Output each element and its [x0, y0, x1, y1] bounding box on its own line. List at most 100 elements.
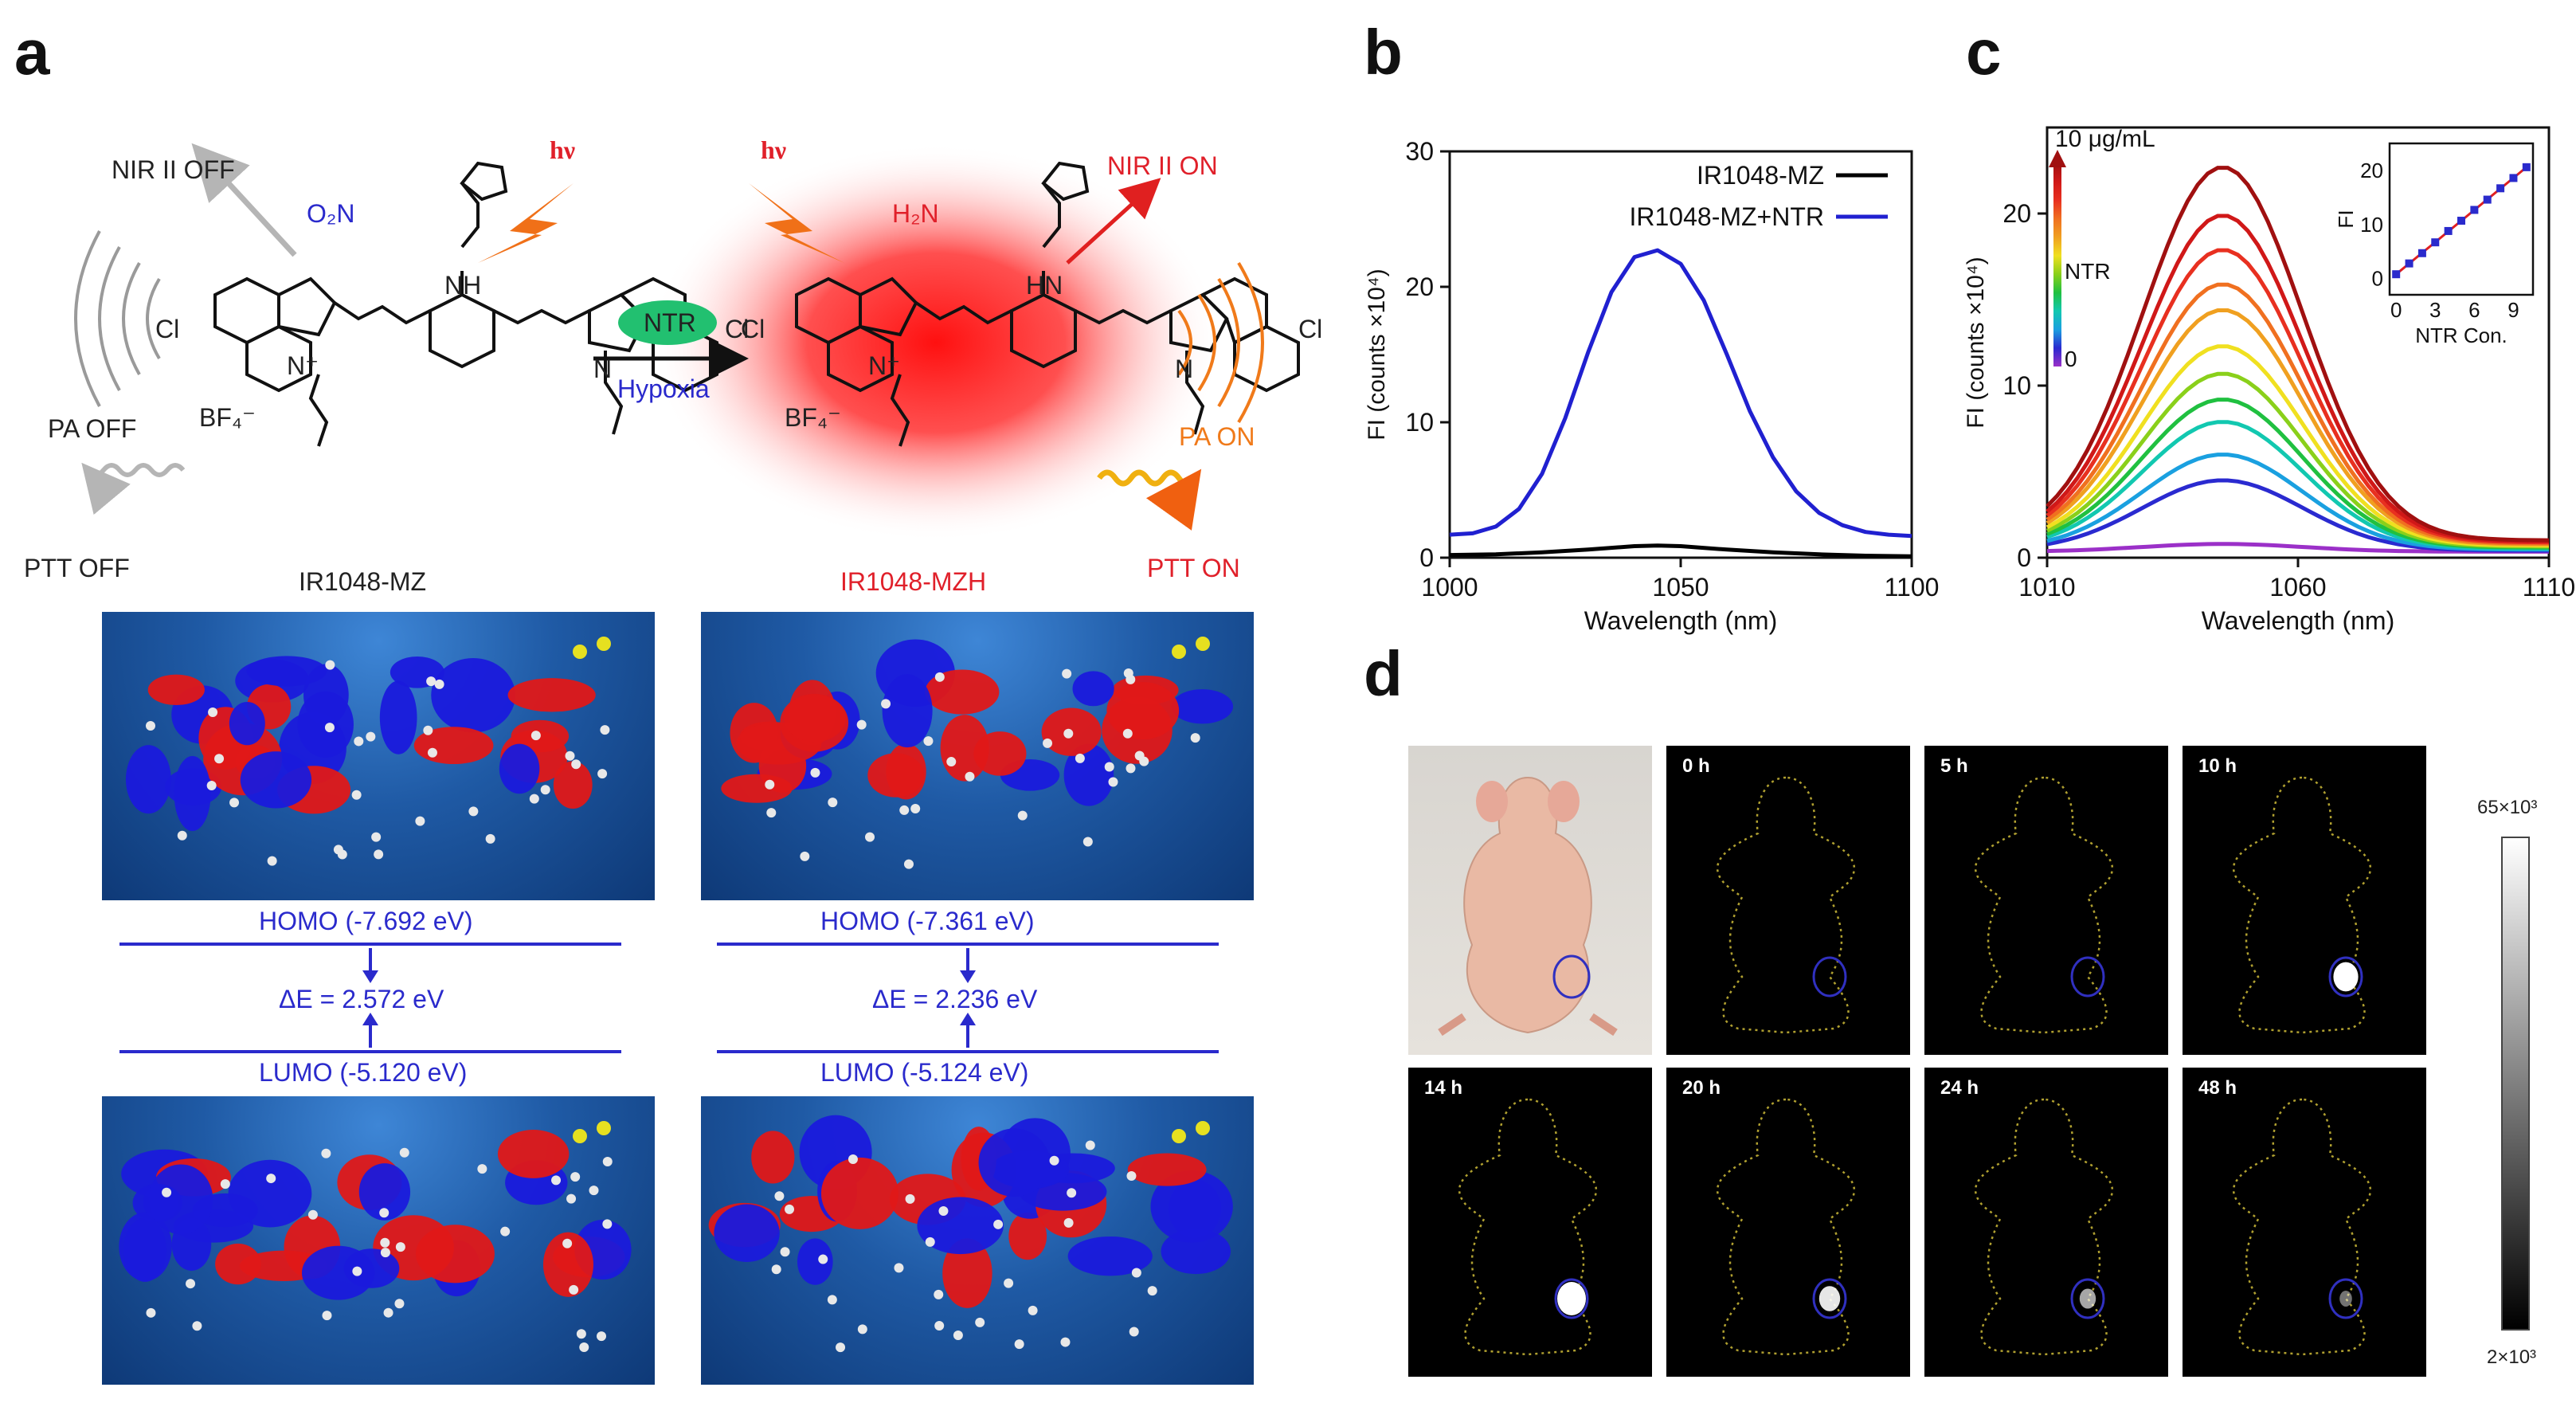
gradient-bottom-label: 0 — [2065, 347, 2077, 371]
energy-diagram — [119, 943, 1219, 1053]
atom — [1085, 1140, 1095, 1150]
atom — [379, 1208, 390, 1218]
imaging-frame-1: 5 h — [1924, 746, 2168, 1055]
orbital-lobe — [882, 674, 933, 748]
nir-off-arrow — [191, 143, 297, 257]
homo-right-label: HOMO (-7.361 eV) — [820, 907, 1035, 935]
orbital-lobe — [215, 1243, 261, 1285]
atom — [177, 830, 187, 841]
atom — [307, 1209, 318, 1220]
gradient-mid-label: NTR — [2065, 259, 2111, 284]
atom — [766, 808, 777, 818]
tumor-roi — [1554, 1278, 1589, 1319]
orbital-lobe — [721, 774, 793, 803]
inset-point — [2457, 217, 2465, 225]
atom — [1196, 637, 1210, 651]
atom — [1004, 1278, 1014, 1288]
orbital-lobe — [431, 657, 515, 733]
atom — [551, 1175, 562, 1186]
orbital-lobe — [973, 731, 1027, 776]
spectrum-line-3 — [2046, 420, 2549, 551]
ptt-on-wave-icon — [1097, 468, 1202, 531]
hn-label: HN — [1026, 271, 1063, 300]
orbital-lobe — [147, 674, 205, 706]
atom — [597, 637, 611, 651]
atom — [1172, 645, 1186, 659]
atom — [1014, 1339, 1024, 1350]
pa-on-waves-icon — [1177, 261, 1264, 424]
atom — [1131, 1268, 1141, 1278]
orbital-lobe — [229, 701, 265, 746]
atom — [366, 731, 376, 742]
inset-y-tick-label: 0 — [2372, 267, 2383, 291]
inset-point — [2496, 184, 2505, 193]
atom — [1075, 753, 1085, 763]
atom — [597, 1121, 611, 1135]
atom — [602, 1156, 613, 1166]
time-label: 5 h — [1940, 755, 1968, 777]
atom — [1104, 762, 1114, 772]
hv-left-label: hν — [550, 135, 576, 164]
homo-left-label: HOMO (-7.692 eV) — [259, 907, 473, 935]
atom — [785, 1204, 795, 1214]
ptt-on-label: PTT ON — [1147, 554, 1240, 582]
time-label: 0 h — [1682, 755, 1710, 777]
legend-ir1048-mz: IR1048-MZ — [299, 567, 427, 596]
orbital-lobe — [123, 1217, 167, 1282]
pa-off-waves-icon — [74, 230, 161, 407]
atom — [354, 736, 364, 747]
inset-point — [2444, 226, 2453, 235]
orbital-lobe — [1072, 671, 1114, 707]
atom — [925, 1237, 935, 1247]
x-tick-label: 1110 — [2523, 573, 2575, 602]
atom — [1062, 668, 1072, 679]
atom — [426, 676, 437, 687]
mouse-outline — [1458, 1098, 1598, 1356]
inset-point — [2470, 206, 2479, 214]
atom — [415, 816, 425, 826]
atom — [771, 1264, 781, 1275]
inset-x-tick-label: 0 — [2390, 298, 2402, 322]
mouse-photo — [1408, 746, 1652, 1055]
series-line-0 — [1449, 543, 1912, 558]
inset-point — [2417, 249, 2426, 257]
delta-right-label: ΔE = 2.236 eV — [872, 985, 1038, 1013]
atom — [600, 725, 610, 735]
panel-letter-c: c — [1966, 17, 2002, 88]
tumor-roi — [2328, 1278, 2363, 1319]
atom — [529, 794, 539, 804]
atom — [910, 804, 921, 814]
lumo-orbital-left — [102, 1096, 655, 1385]
inset-point — [2483, 195, 2492, 204]
atom — [975, 1317, 985, 1327]
orbital-lobe — [1008, 1212, 1047, 1260]
ptt-off-wave-icon — [81, 462, 186, 515]
orbital-lobe — [1150, 1170, 1233, 1243]
x-tick-label: 1010 — [2018, 573, 2075, 602]
chart-b: 1000 1050 1100 0 10 20 30 Wavelength (nm) FI (co… — [1364, 137, 1939, 635]
atom — [934, 1289, 944, 1299]
atom — [1017, 810, 1028, 821]
nplus-right-label: N⁺ — [868, 351, 900, 380]
atom — [800, 851, 810, 861]
tumor-signal — [1557, 1282, 1586, 1315]
mouse-outline — [2232, 776, 2372, 1034]
atom — [589, 1186, 599, 1196]
orbital-lobe — [358, 1163, 411, 1221]
reaction-scheme — [74, 143, 1300, 542]
atom — [371, 832, 382, 842]
x-tick-label: 1000 — [1421, 573, 1478, 602]
orbital-lobe — [553, 761, 593, 809]
atom — [399, 1147, 409, 1158]
atom — [477, 1164, 487, 1174]
orbital-lobe — [1127, 1153, 1207, 1186]
nir-off-label: NIR II OFF — [112, 155, 235, 184]
orbital-lobe — [1106, 682, 1180, 740]
y-axis-label: FI (counts ×10⁴) — [1364, 268, 1390, 440]
atom — [938, 1205, 949, 1216]
inset-y-axis-label: FI — [2334, 210, 2358, 228]
tumor-signal — [2333, 962, 2359, 992]
cl-left-2-label: Cl — [725, 315, 750, 343]
orbital-lobe — [499, 743, 540, 794]
atom — [1147, 1286, 1157, 1296]
